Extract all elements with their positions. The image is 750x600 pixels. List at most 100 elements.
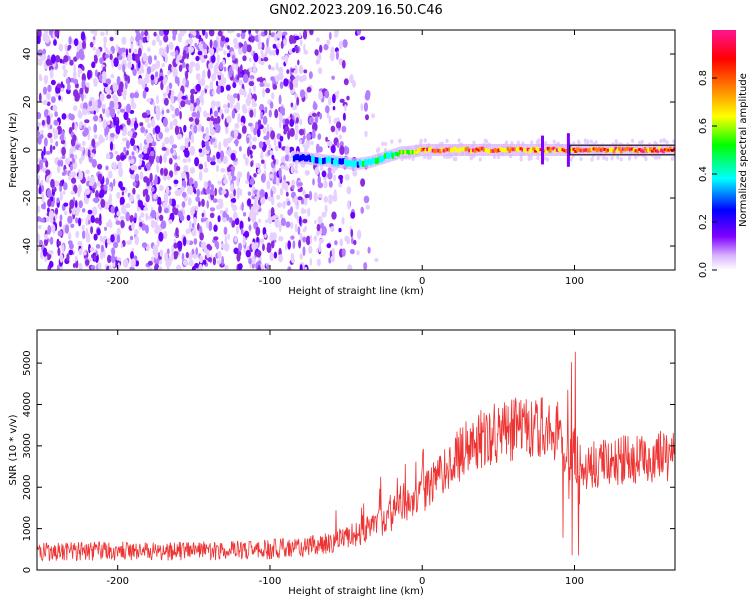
noise-mark [135,148,139,154]
colorbar-tick-label: 0.4 [698,166,709,182]
noise-mark [232,82,237,89]
noise-mark [334,240,338,246]
noise-mark [289,206,294,214]
noise-mark [116,234,121,244]
noise-mark [110,108,114,118]
noise-mark [92,187,95,194]
noise-mark [276,202,283,208]
noise-mark [331,248,336,256]
signal-mark [583,148,587,152]
noise-mark [160,80,164,91]
noise-mark [299,233,303,241]
noise-mark [225,84,231,91]
noise-mark [293,195,298,206]
noise-mark [88,243,91,254]
noise-mark [344,148,348,155]
signal-mark [404,150,407,155]
noise-mark [189,167,196,174]
noise-mark [657,155,661,160]
spectrogram-noise [37,30,675,270]
noise-mark [95,244,101,249]
noise-mark [142,52,147,62]
noise-mark [519,157,523,162]
noise-mark [265,139,271,146]
noise-mark [305,235,311,246]
noise-mark [124,74,128,82]
noise-mark [223,217,227,223]
signal-mark [555,148,559,152]
noise-mark [469,156,473,161]
noise-mark [279,118,282,129]
noise-mark [304,194,310,199]
noise-mark [213,65,217,70]
noise-mark [88,146,94,150]
signal-mark [325,157,329,164]
noise-mark [256,190,260,201]
noise-mark [233,211,238,220]
noise-mark [166,175,171,181]
signal-mark [640,149,643,153]
signal-mark [570,148,574,152]
noise-mark [266,37,269,48]
signal-mark [554,148,557,153]
noise-mark [67,83,71,91]
noise-mark [171,245,175,254]
signal-mark [327,156,331,163]
noise-mark [306,132,312,141]
noise-mark [120,196,125,205]
noise-mark [140,63,144,74]
noise-mark [162,79,167,86]
noise-mark [251,256,256,265]
noise-mark [144,30,149,37]
noise-mark [198,163,204,170]
noise-mark [58,265,64,270]
noise-mark [253,84,256,93]
noise-mark [70,137,76,147]
noise-mark [131,102,137,110]
noise-mark [195,196,201,202]
noise-mark [42,48,47,55]
noise-mark [308,190,313,201]
noise-mark [250,35,255,43]
noise-mark [189,145,195,156]
noise-mark [219,62,224,70]
signal-mark [471,148,475,152]
noise-mark [126,149,129,156]
noise-mark [45,160,49,168]
noise-mark [276,194,281,200]
noise-mark [302,30,308,40]
noise-mark [326,39,331,46]
noise-mark [107,89,112,95]
noise-mark [47,132,53,139]
noise-mark [110,234,115,243]
noise-mark [267,196,273,202]
signal-mark [453,146,457,151]
noise-mark [328,31,332,40]
noise-mark [252,136,257,142]
noise-mark [154,263,160,270]
noise-mark [99,93,105,102]
signal-mark [451,148,455,153]
signal-mark [294,154,298,161]
noise-mark [97,262,102,270]
noise-mark [122,208,127,215]
noise-mark [257,265,261,270]
noise-mark [353,239,357,246]
noise-mark [330,46,335,55]
noise-mark [78,200,83,209]
noise-mark [177,210,183,218]
noise-mark [119,108,125,113]
signal-mark [557,147,561,152]
noise-mark [87,70,91,80]
noise-mark [268,64,271,70]
noise-mark [594,140,598,145]
signal-mark [428,147,431,152]
noise-mark [552,139,556,144]
noise-mark [174,107,180,117]
signal-mark [634,149,638,153]
noise-mark [384,141,388,147]
noise-mark [138,215,141,223]
noise-mark [227,233,230,240]
x-tick-label: 100 [565,276,584,287]
noise-mark [530,140,534,145]
